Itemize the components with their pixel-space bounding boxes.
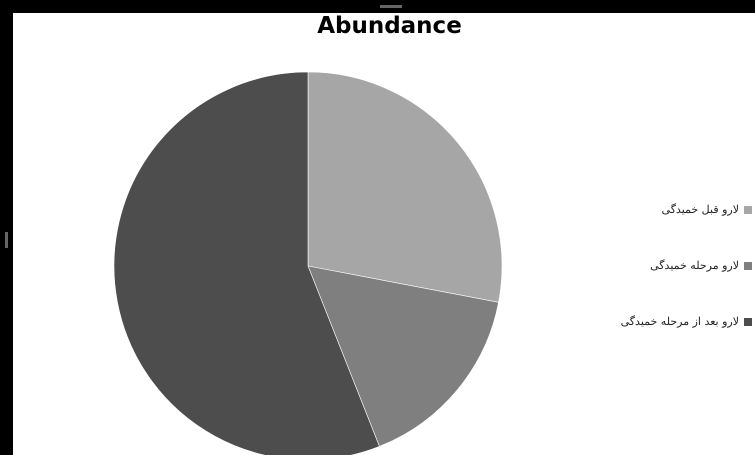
pie-slice-3[interactable] [113,71,380,455]
legend-label-2: لارو مرحله خمیدگی [650,259,739,272]
legend-swatch-1 [744,205,752,214]
legend-item-1: لارو قبل خمیدگی [662,203,752,216]
legend-item-3: لارو بعد از مرحله خمیدگی [621,315,752,328]
legend-label-3: لارو بعد از مرحله خمیدگی [620,315,739,328]
resize-handle-left[interactable] [5,232,8,248]
legend-swatch-3 [744,317,752,326]
chart-title: Abundance [317,13,462,39]
resize-handle-top[interactable] [380,5,402,8]
pie-slice-1[interactable] [307,71,503,303]
legend-item-2: لارو مرحله خمیدگی [650,259,752,272]
pie-slice-2[interactable] [307,265,499,447]
window-left-border [0,0,13,455]
window-top-border [0,0,755,13]
legend-label-1: لارو قبل خمیدگی [661,203,739,216]
legend-swatch-2 [744,261,752,270]
